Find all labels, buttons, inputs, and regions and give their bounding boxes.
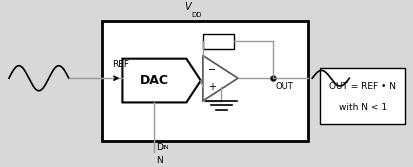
Text: IN: IN bbox=[162, 145, 169, 150]
Text: DD: DD bbox=[191, 12, 201, 18]
Polygon shape bbox=[122, 59, 200, 102]
Text: REF: REF bbox=[112, 60, 129, 69]
Text: N: N bbox=[156, 156, 163, 165]
Bar bbox=[102, 21, 307, 141]
Text: OUT = REF • N: OUT = REF • N bbox=[328, 82, 395, 91]
Text: D: D bbox=[156, 143, 163, 152]
Text: V: V bbox=[183, 2, 190, 12]
Text: with N < 1: with N < 1 bbox=[338, 103, 386, 112]
Text: +: + bbox=[208, 82, 216, 92]
Bar bbox=[320, 68, 404, 124]
Bar bbox=[202, 34, 233, 49]
Text: DAC: DAC bbox=[140, 74, 169, 87]
Text: −: − bbox=[208, 65, 216, 75]
Text: OUT: OUT bbox=[274, 82, 292, 91]
